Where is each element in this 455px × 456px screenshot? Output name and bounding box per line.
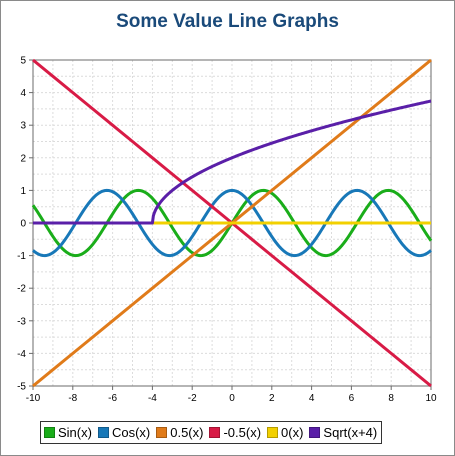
x-tick-label: 0 <box>229 393 235 404</box>
y-tick-label: 3 <box>20 121 26 132</box>
y-tick-label: -3 <box>17 316 26 327</box>
y-tick-label: -4 <box>17 349 26 360</box>
y-tick-label: 1 <box>20 186 26 197</box>
legend: Sin(x) Cos(x) 0.5(x) -0.5(x) 0(x) Sqrt(x+4) <box>40 421 383 444</box>
x-tick-label: 10 <box>425 393 437 404</box>
legend-label: -0.5(x) <box>223 425 262 440</box>
legend-label: Sqrt(x+4) <box>323 425 378 440</box>
legend-swatch <box>97 427 109 438</box>
legend-label: 0(x) <box>281 425 304 440</box>
legend-label: Cos(x) <box>111 425 151 440</box>
legend-swatch <box>209 427 221 438</box>
legend-swatch <box>44 427 55 438</box>
x-tick-label: 8 <box>388 393 394 404</box>
y-tick-label: 4 <box>20 88 26 99</box>
legend-item: 0(x) <box>267 425 303 440</box>
legend-label: Sin(x) <box>58 425 92 440</box>
legend-item: Sin(x) <box>44 425 92 440</box>
y-tick-label: -2 <box>17 284 26 295</box>
x-tick-label: -4 <box>148 393 157 404</box>
y-tick-label: 2 <box>20 153 26 164</box>
y-tick-label: 5 <box>20 56 26 67</box>
x-tick-label: -2 <box>188 393 197 404</box>
legend-item: Cos(x) <box>97 425 151 440</box>
legend-item: 0.5(x) <box>156 425 203 440</box>
legend-label: 0.5(x) <box>170 425 204 440</box>
y-tick-label: -1 <box>17 251 26 262</box>
x-tick-label: -8 <box>68 393 77 404</box>
series-layer <box>31 58 433 388</box>
x-tick-label: 4 <box>309 393 315 404</box>
y-tick-label: 0 <box>20 219 26 230</box>
y-tick-label: -5 <box>17 382 26 393</box>
legend-swatch <box>267 427 279 438</box>
x-tick-label: -10 <box>26 393 41 404</box>
legend-item: Sqrt(x+4) <box>309 425 377 440</box>
x-tick-label: -6 <box>108 393 117 404</box>
series-line-1 <box>32 188 432 258</box>
chart-title: Some Value Line Graphs <box>116 11 339 32</box>
x-tick-label: 6 <box>349 393 355 404</box>
legend-item: -0.5(x) <box>209 425 261 440</box>
x-tick-label: 2 <box>269 393 275 404</box>
legend-swatch <box>309 427 321 438</box>
series-line-5 <box>32 99 432 225</box>
legend-swatch <box>156 427 168 438</box>
